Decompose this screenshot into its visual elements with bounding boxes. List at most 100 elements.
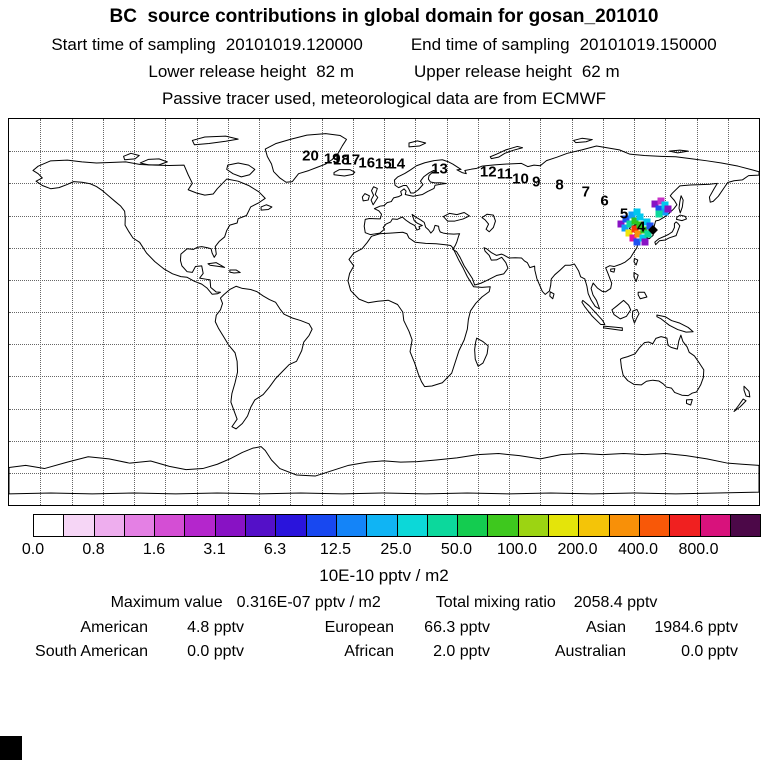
plume-cell bbox=[644, 230, 652, 238]
region-label: South American bbox=[35, 643, 148, 660]
coast-sri-lanka bbox=[550, 292, 554, 299]
colorbar-segment bbox=[427, 515, 459, 536]
region-value: 66.3 pptv bbox=[424, 619, 490, 636]
total-mixing-ratio-value: 2058.4 pptv bbox=[573, 594, 658, 611]
coast-north-america bbox=[33, 160, 265, 294]
coast-newfoundland bbox=[261, 205, 272, 210]
region-label: Australian bbox=[554, 643, 626, 660]
plume-cell bbox=[634, 230, 642, 238]
coast-hainan bbox=[611, 269, 615, 272]
figure-title: BC source contributions in global domain… bbox=[109, 6, 659, 27]
region-value: 1984.6 pptv bbox=[654, 619, 738, 636]
colorbar-segment bbox=[155, 515, 186, 536]
corner-logo bbox=[0, 736, 22, 760]
start-time-label: Start time of sampling bbox=[51, 35, 216, 54]
colorbar-segment bbox=[94, 515, 125, 536]
trajectory-hour-label: 20 bbox=[302, 147, 319, 165]
gridline-horizontal bbox=[9, 312, 759, 313]
coast-tasmania bbox=[687, 399, 693, 405]
coast-victoria-island bbox=[140, 159, 167, 165]
trajectory-hour-label: 8 bbox=[555, 176, 564, 194]
coast-java bbox=[604, 326, 623, 330]
colorbar-segment bbox=[124, 515, 156, 536]
total-mixing-ratio-label: Total mixing ratio bbox=[435, 594, 556, 611]
upper-release-label: Upper release height bbox=[414, 62, 572, 81]
end-time-value: 20101019.150000 bbox=[579, 35, 717, 54]
coast-hispaniola bbox=[230, 270, 240, 273]
sampling-times-row: Start time of sampling 20101019.120000 E… bbox=[0, 35, 768, 55]
region-label: African bbox=[344, 643, 394, 660]
coast-borneo bbox=[612, 300, 631, 318]
coast-antarctica bbox=[9, 447, 759, 494]
lake-caspian bbox=[482, 214, 496, 232]
plume-cell bbox=[636, 213, 644, 221]
coast-south-america bbox=[215, 286, 312, 429]
trajectory-layer: 20 19 18 17 16 15 14 13 12 11 10 9 8 7 6 5 4 bbox=[9, 119, 759, 505]
plume-cell bbox=[621, 224, 629, 232]
coast-sulawesi bbox=[632, 309, 639, 323]
plume-cell bbox=[631, 225, 638, 233]
colorbar-segment bbox=[700, 515, 731, 536]
coast-madagascar bbox=[475, 338, 489, 366]
gridline-horizontal bbox=[9, 215, 759, 217]
trajectory-hour-label: 12 bbox=[479, 163, 497, 181]
tracer-note-row: Passive tracer used, meteorological data… bbox=[0, 89, 768, 109]
lower-release-label: Lower release height bbox=[148, 62, 307, 81]
region-value: 0.0 pptv bbox=[187, 643, 244, 660]
colorbar-tick-label: 0.0 bbox=[21, 541, 45, 558]
gridline-horizontal bbox=[9, 183, 759, 185]
gridline-horizontal bbox=[9, 408, 759, 410]
colorbar-segment bbox=[549, 515, 580, 536]
colorbar-tick-label: 0.8 bbox=[82, 541, 105, 558]
gridline-horizontal bbox=[9, 376, 759, 378]
colorbar-segment bbox=[458, 515, 489, 536]
colorbar-tick-label: 200.0 bbox=[557, 541, 598, 558]
plume-cell bbox=[641, 238, 649, 246]
stats-summary-row: Maximum value 0.316E-07 pptv / m2 Total … bbox=[0, 594, 768, 612]
plume-cell bbox=[622, 215, 630, 223]
colorbar-segment bbox=[246, 515, 277, 536]
gridline-horizontal bbox=[9, 247, 759, 249]
colorbar-segment bbox=[185, 515, 216, 536]
trajectory-hour-label: 9 bbox=[532, 173, 541, 191]
plume-cell bbox=[631, 217, 639, 225]
plume-cell bbox=[643, 218, 650, 226]
coast-luzon bbox=[634, 273, 638, 282]
coast-banks-island bbox=[124, 153, 140, 159]
colorbar-tick-label: 50.0 bbox=[440, 541, 473, 558]
colorbar-segment bbox=[609, 515, 640, 536]
trajectory-hour-label: 5 bbox=[619, 205, 629, 223]
plume-cell bbox=[655, 205, 663, 213]
coast-africa bbox=[348, 232, 490, 386]
plume-cell bbox=[628, 211, 635, 219]
release-heights-row: Lower release height 82 m Upper release … bbox=[0, 62, 768, 82]
trajectory-hour-label: 4 bbox=[637, 218, 646, 236]
plume-layer bbox=[9, 119, 759, 505]
coast-iceland bbox=[334, 170, 355, 176]
colorbar-segment bbox=[730, 515, 761, 536]
figure-header: BC source contributions in global domain… bbox=[0, 6, 768, 109]
gridline-horizontal bbox=[9, 151, 759, 153]
gridline-horizontal bbox=[9, 472, 759, 474]
gridline-horizontal bbox=[9, 279, 759, 281]
trajectory-hour-label: 18 bbox=[332, 151, 350, 169]
coast-australia bbox=[620, 335, 703, 395]
trajectory-hour-label: 16 bbox=[358, 154, 376, 172]
coast-taiwan bbox=[634, 258, 638, 265]
plume-cell bbox=[617, 220, 625, 228]
colorbar-unit: 10E-10 pptv / m2 bbox=[319, 566, 449, 585]
world-map: 20 19 18 17 16 15 14 13 12 11 10 9 8 7 6 5 4 bbox=[8, 118, 760, 506]
colorbar-tick-label: 25.0 bbox=[380, 541, 412, 558]
region-label: American bbox=[80, 619, 148, 636]
stats-block: Maximum value 0.316E-07 pptv / m2 Total … bbox=[0, 594, 768, 661]
lower-release-value: 82 m bbox=[316, 62, 354, 81]
colorbar-tick-label: 400.0 bbox=[617, 541, 659, 558]
coast-sumatra bbox=[582, 300, 605, 324]
colorbar-segment bbox=[276, 515, 307, 536]
trajectory-hour-label: 15 bbox=[374, 155, 392, 173]
regional-contributions: American 4.8 pptv European 66.3 pptv Asi… bbox=[30, 619, 738, 661]
coast-ellesmere-island bbox=[192, 136, 238, 145]
gridline-horizontal bbox=[9, 344, 759, 346]
upper-release-height: Upper release height 62 m bbox=[414, 62, 620, 82]
lake-black-sea bbox=[443, 212, 469, 221]
